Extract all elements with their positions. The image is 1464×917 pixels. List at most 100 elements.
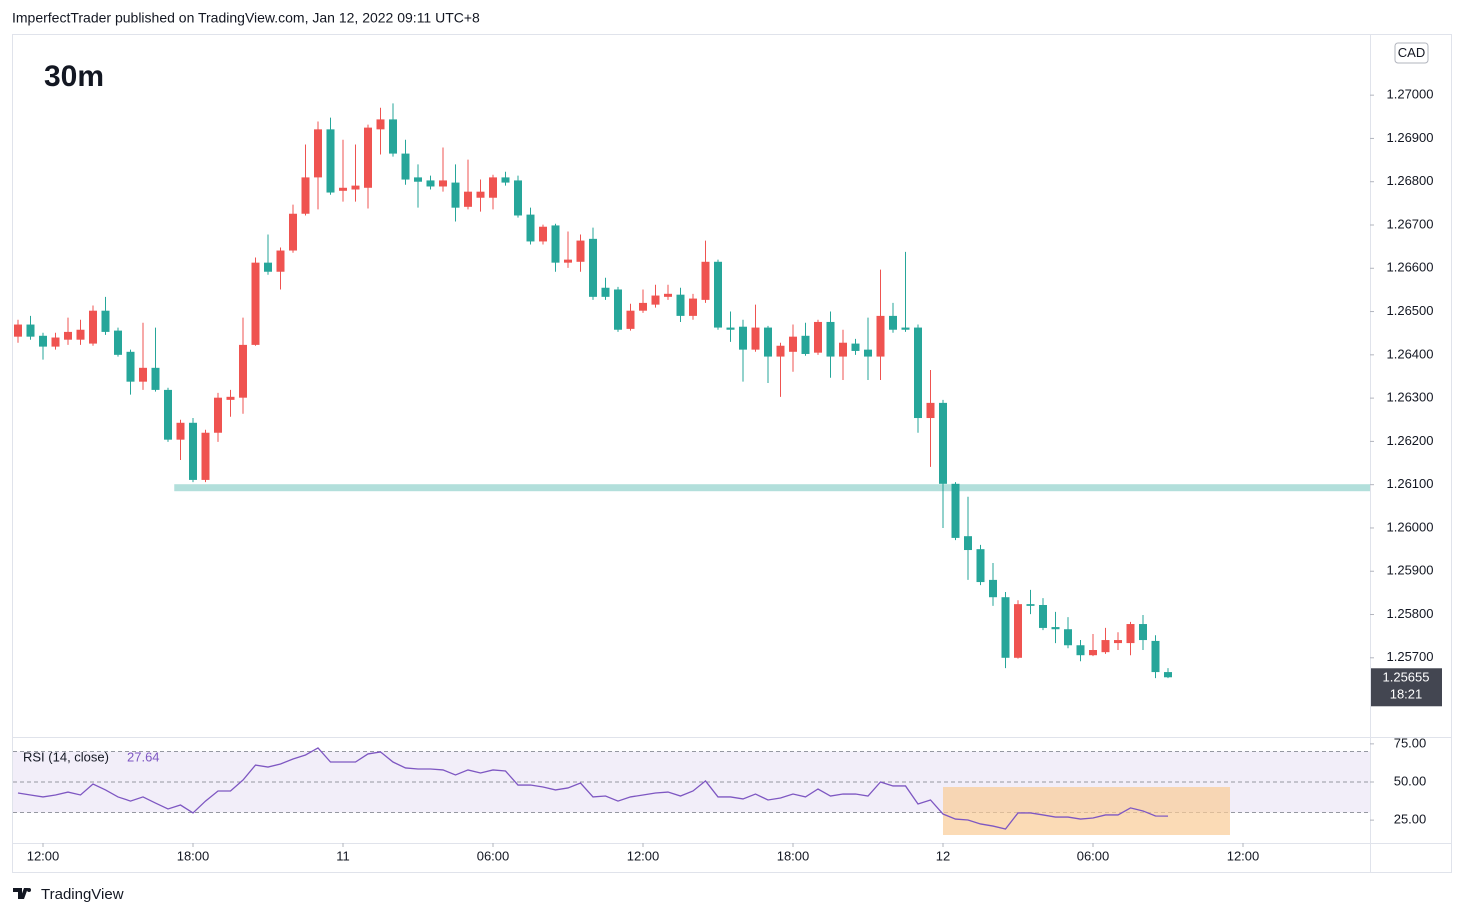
footer-brand: TradingView: [41, 886, 124, 903]
candle-body: [376, 119, 385, 130]
candle-body: [464, 191, 472, 207]
candle-body: [401, 153, 410, 180]
rsi-title: RSI (14, close): [23, 749, 109, 764]
candle-body: [151, 367, 160, 390]
y-tick-label: 1.26500: [1387, 303, 1434, 318]
candle-body: [289, 213, 297, 251]
y-tick-label: 1.26200: [1387, 433, 1434, 448]
candle-body: [989, 579, 997, 598]
header-text: ImperfectTrader published on TradingView…: [12, 10, 480, 26]
y-tick-label: 1.25800: [1387, 606, 1434, 621]
candle-body: [1151, 640, 1160, 673]
candle-body: [14, 324, 22, 337]
candle-body: [189, 422, 197, 480]
candle-body: [776, 345, 785, 357]
candle-body: [51, 337, 60, 347]
candle-body: [851, 343, 860, 351]
x-tick-label: 12:00: [627, 848, 660, 863]
candle-body: [351, 185, 360, 190]
candle-body: [201, 432, 210, 480]
y-tick-label: 1.25700: [1387, 649, 1434, 664]
candle-body: [664, 293, 672, 297]
candle-body: [64, 331, 72, 340]
candle-body: [1026, 604, 1035, 606]
candle-body: [689, 298, 697, 316]
candle-body: [1039, 604, 1047, 628]
logo-dot: [27, 888, 31, 892]
y-tick-label: 1.26800: [1387, 173, 1434, 188]
candle-body: [614, 289, 622, 330]
candle-body: [451, 182, 460, 208]
y-tick-label: 75.00: [1394, 735, 1427, 750]
candle-body: [1126, 624, 1135, 644]
candle-body: [1014, 604, 1022, 658]
x-tick-label: 12:00: [1227, 848, 1260, 863]
y-tick-label: 1.26400: [1387, 346, 1434, 361]
candle-body: [314, 129, 322, 178]
candle-body: [939, 402, 947, 484]
candle-body: [251, 262, 260, 345]
candle-body: [164, 389, 172, 440]
candle-body: [764, 327, 772, 357]
y-tick-label: 1.26300: [1387, 390, 1434, 405]
tradingview-logo: [13, 888, 31, 899]
candle-body: [626, 310, 635, 329]
candle-body: [389, 119, 397, 154]
support-line: [174, 484, 1370, 492]
marks: 12:00 18:00 11 06:00 12:00 18:00 12 06:00 12:00 1…: [14, 87, 1442, 863]
candle-body: [526, 214, 535, 242]
candle-body: [176, 422, 185, 440]
x-tick-label: 06:00: [477, 848, 510, 863]
candle-body: [676, 294, 685, 316]
y-tick-label: 1.26600: [1387, 260, 1434, 275]
candle-body: [214, 397, 222, 433]
candle-body: [789, 336, 797, 352]
candle-body: [239, 344, 247, 398]
rsi-last-value: 27.64: [127, 749, 160, 764]
candle-body: [501, 177, 510, 183]
candle-body: [114, 330, 122, 355]
candle-body: [26, 324, 35, 337]
candle-body: [126, 351, 135, 382]
candle-body: [326, 129, 335, 193]
logo-icon: [13, 888, 28, 899]
candle-body: [276, 250, 285, 272]
candle-body: [839, 342, 847, 357]
candle-body: [714, 261, 722, 328]
currency-label: CAD: [1398, 45, 1425, 60]
countdown-label: 18:21: [1390, 687, 1423, 702]
candle-body: [601, 287, 610, 297]
candle-body: [1114, 640, 1122, 644]
candle-body: [539, 226, 547, 242]
candle-body: [551, 225, 560, 263]
candle-body: [1064, 629, 1072, 646]
y-tick-label: 50.00: [1394, 773, 1427, 788]
candle-body: [864, 349, 872, 357]
last-price-box: [1371, 668, 1442, 707]
candle-body: [814, 321, 822, 353]
candle-body: [39, 335, 47, 347]
candle-body: [726, 327, 735, 330]
candle-body: [1101, 640, 1110, 653]
y-tick-label: 1.26100: [1387, 476, 1434, 491]
candle-body: [226, 396, 235, 400]
candle-body: [801, 335, 810, 354]
candle-body: [576, 240, 585, 262]
y-tick-label: 25.00: [1394, 812, 1427, 827]
candle-body: [264, 262, 272, 272]
y-tick-label: 1.27000: [1387, 87, 1434, 102]
candle-body: [826, 321, 835, 357]
candle-body: [514, 180, 522, 216]
candle-body: [876, 315, 885, 357]
candle-body: [76, 329, 85, 340]
candle-body: [1089, 650, 1097, 656]
x-tick-label: 18:00: [777, 848, 810, 863]
candle-body: [1051, 627, 1060, 630]
candle-body: [489, 177, 497, 198]
candle-body: [301, 177, 310, 214]
x-tick-label: 11: [336, 848, 350, 863]
chart-frame: [12, 34, 1452, 873]
candle-body: [101, 310, 110, 332]
